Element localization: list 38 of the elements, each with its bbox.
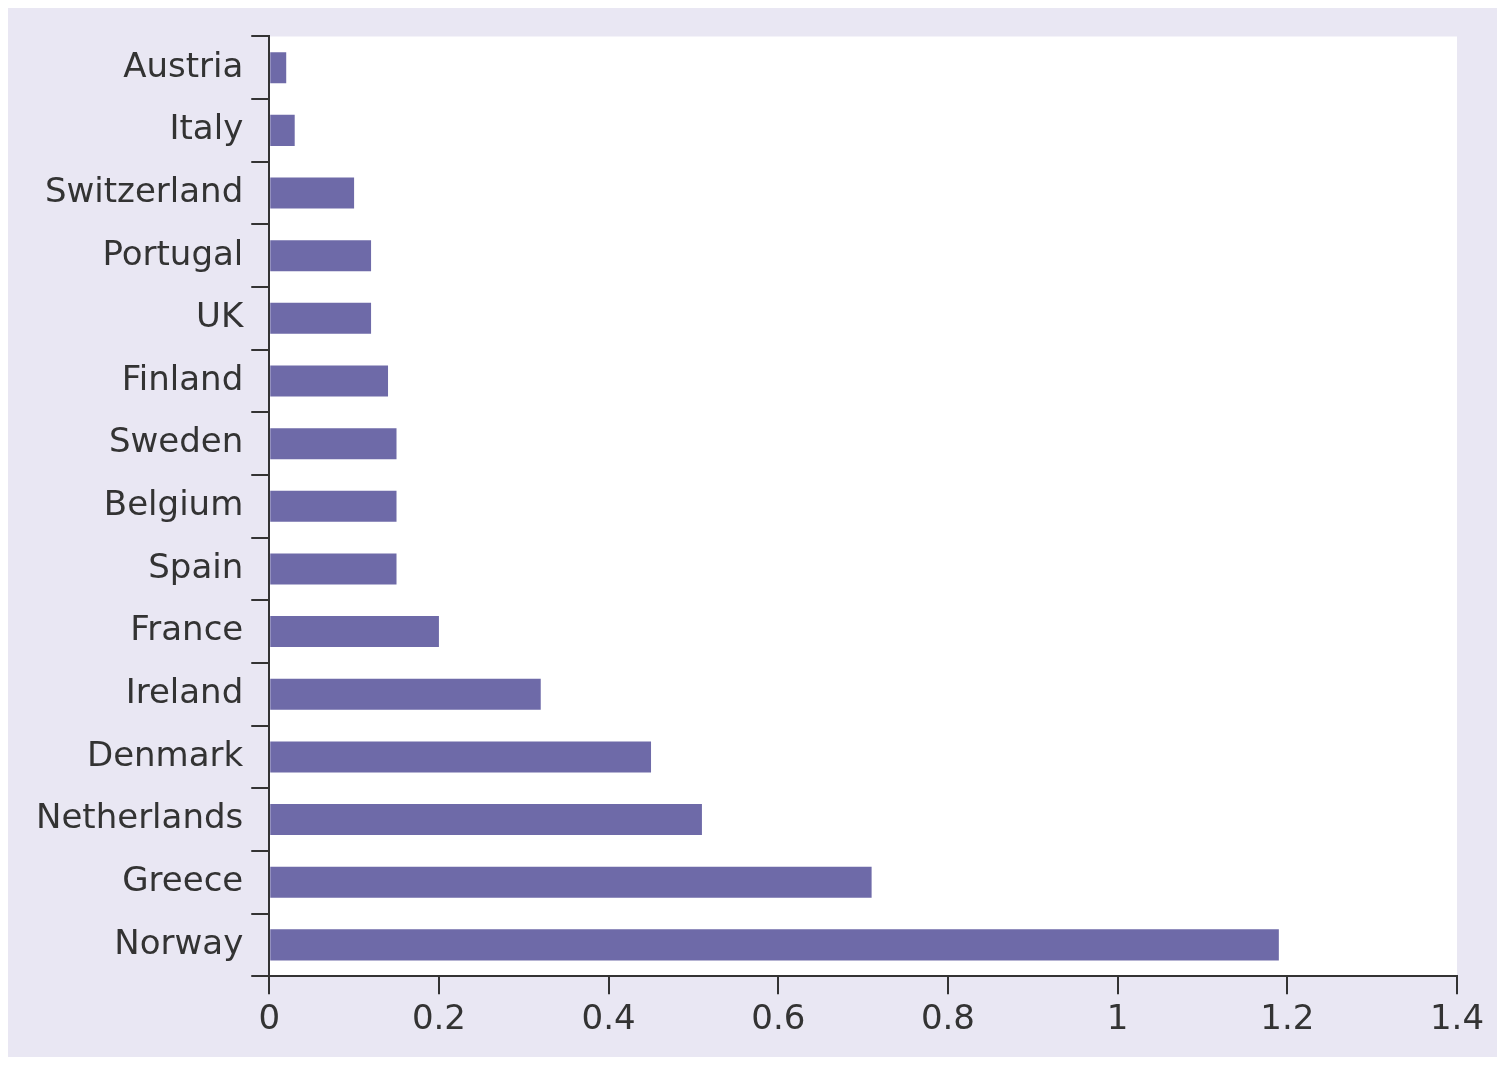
bar [270,365,389,397]
x-tick-label: 0.6 [751,997,806,1038]
y-tick-label: France [130,608,244,649]
bar [270,302,372,334]
x-tick-label: 0.4 [581,997,636,1038]
bar [270,52,287,84]
y-tick-label: Spain [148,545,244,586]
bar [270,616,439,648]
bar [270,678,541,710]
bar [270,177,355,209]
y-tick-label: Netherlands [35,796,244,837]
bar [270,929,1279,961]
bar [270,114,295,146]
y-tick-label: Belgium [103,483,244,524]
y-tick-label: Norway [114,921,244,962]
bar [270,553,397,585]
y-tick-label: Portugal [102,232,244,273]
bar [270,741,652,773]
y-tick-label: Austria [123,44,244,85]
bar [270,866,872,898]
y-tick-label: Greece [122,859,244,900]
x-tick-label: 0.8 [920,997,976,1038]
bar [270,428,397,460]
x-tick-label: 1 [1106,997,1129,1038]
x-tick-label: 1.2 [1260,997,1315,1038]
x-tick-label: 0.2 [411,997,466,1038]
y-tick-label: Italy [169,107,244,148]
y-tick-label: Switzerland [44,169,244,210]
bar [270,490,397,522]
y-tick-label: UK [196,295,245,336]
bar [270,804,702,836]
bar [270,240,372,272]
x-tick-label: 1.4 [1429,997,1485,1038]
y-tick-label: Sweden [108,420,244,461]
x-tick-label: 0 [258,997,281,1038]
y-tick-label: Ireland [125,671,244,712]
y-tick-label: Denmark [86,733,244,774]
y-tick-label: Finland [121,357,244,398]
